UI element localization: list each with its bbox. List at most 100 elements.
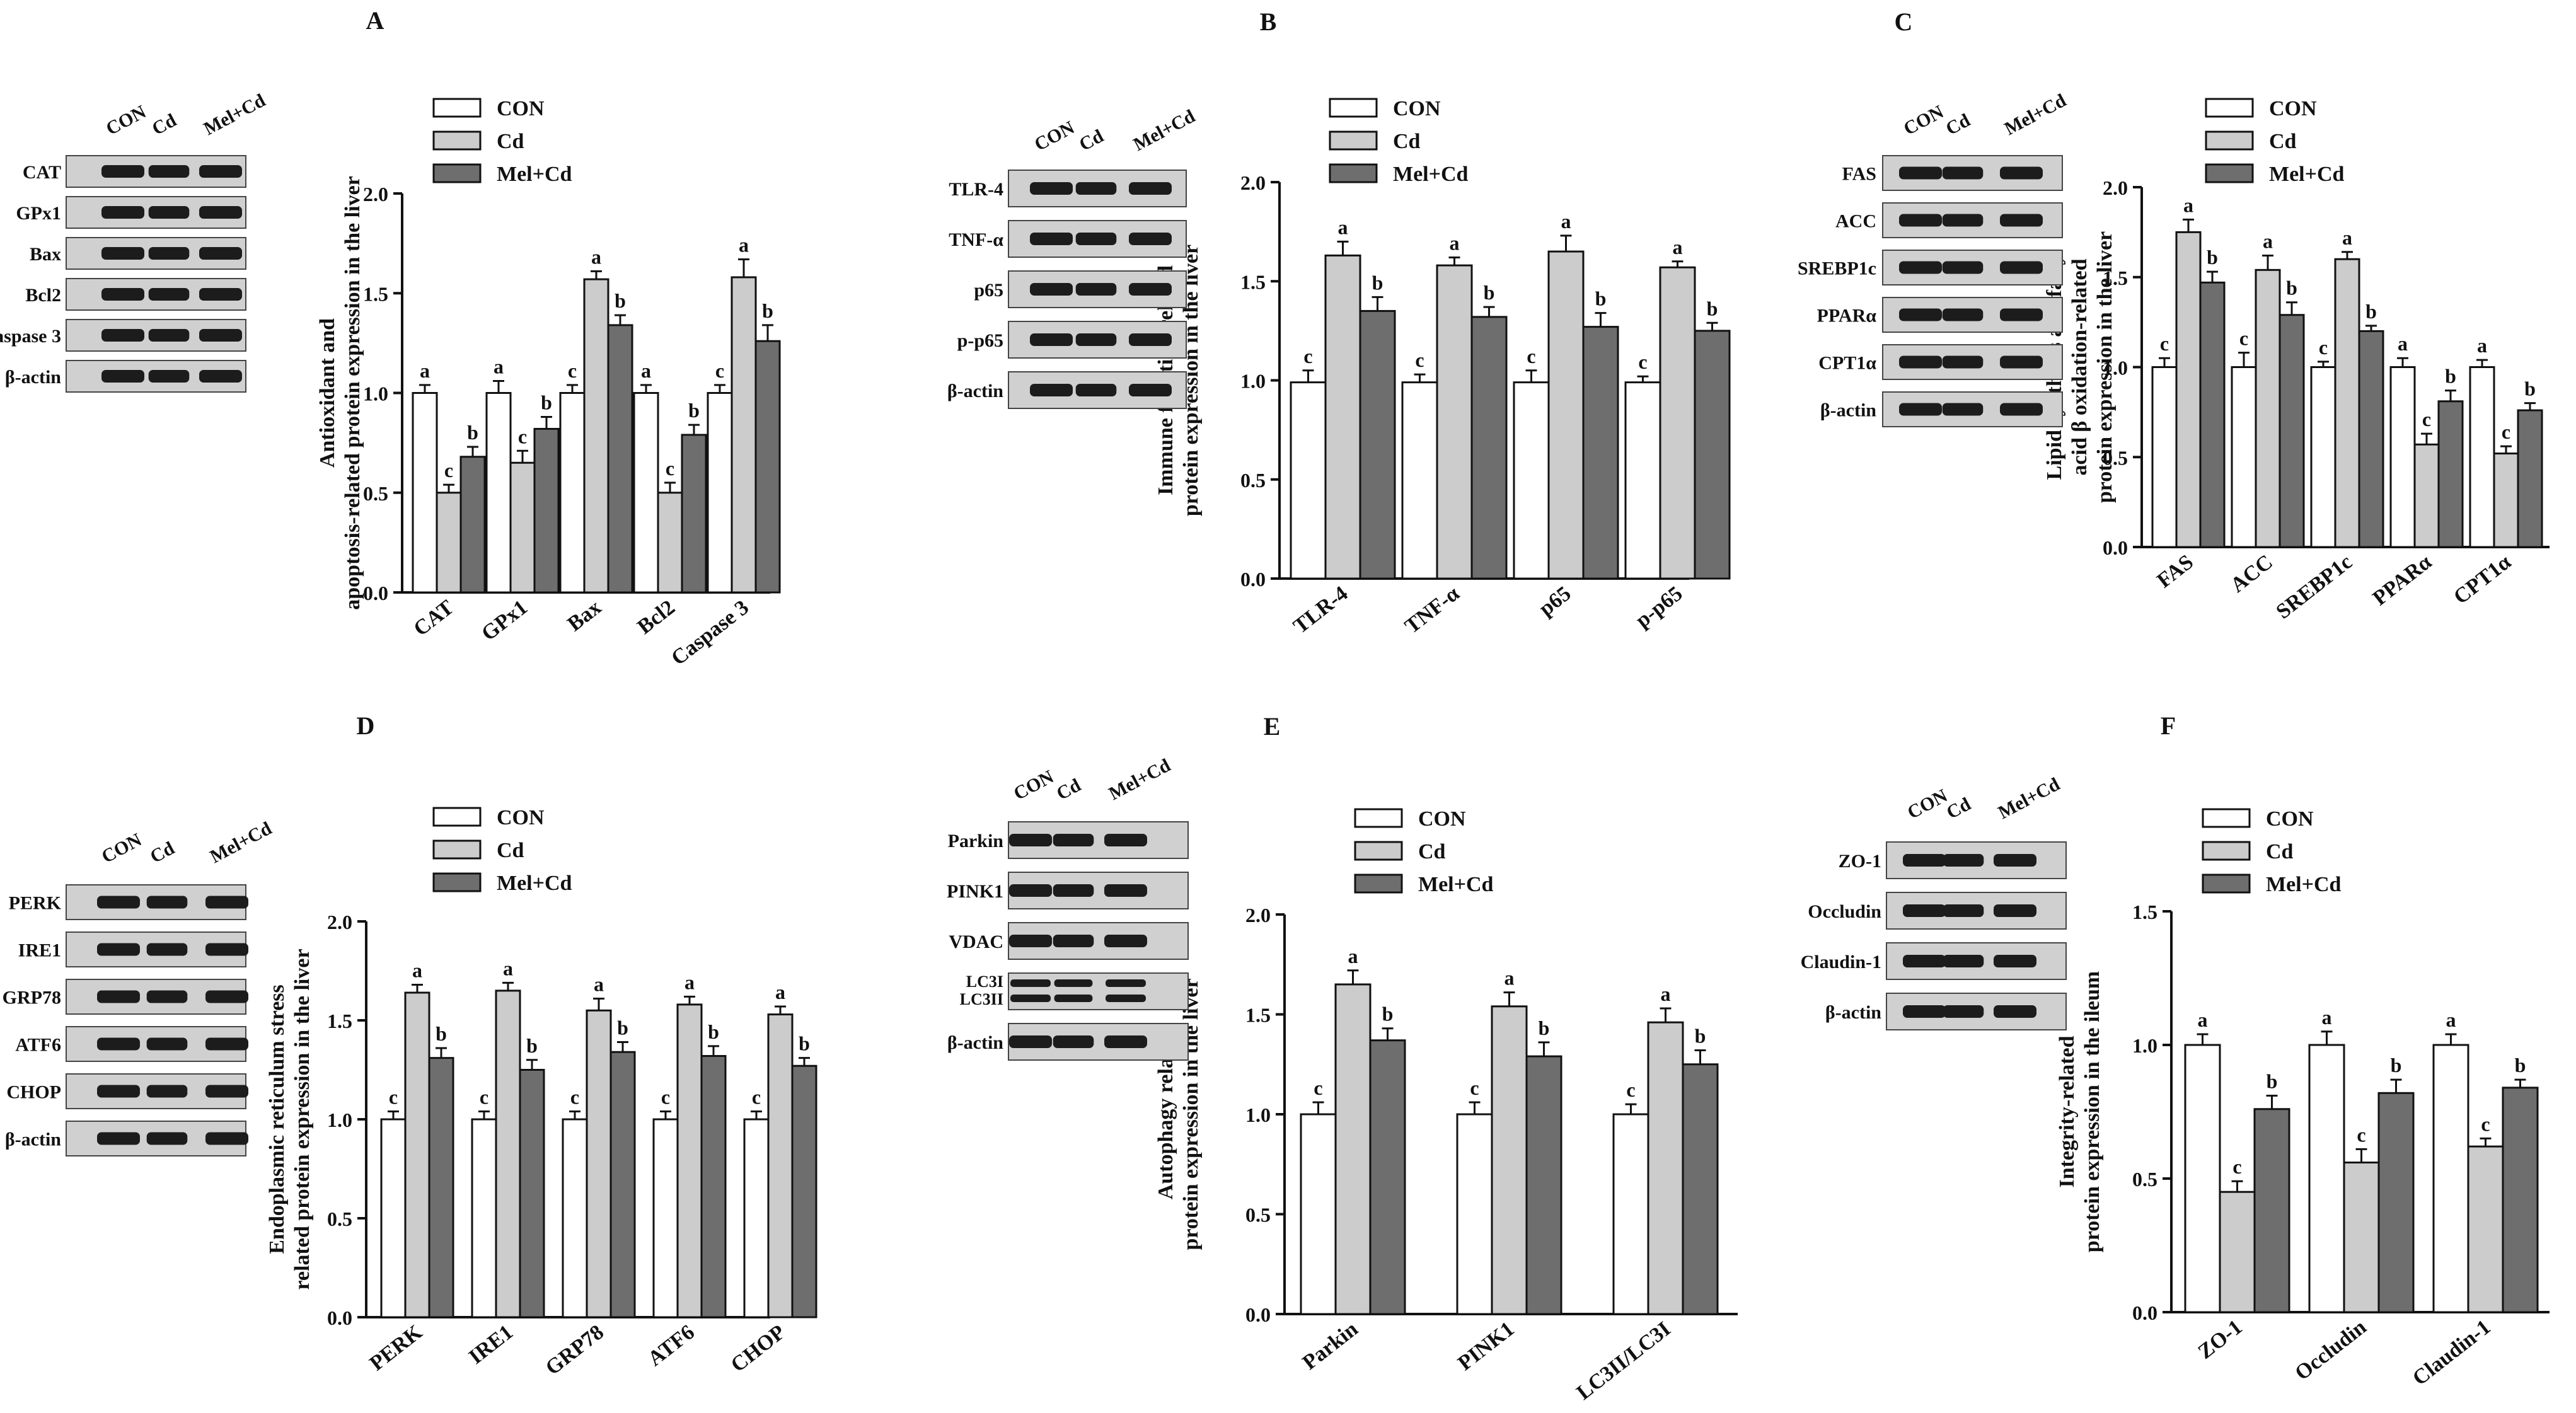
bar-con-1 bbox=[1290, 381, 1327, 580]
blot-band bbox=[101, 288, 144, 301]
significance-letter: a bbox=[1450, 232, 1460, 255]
significance-letter: b bbox=[2445, 365, 2456, 388]
blot-band bbox=[1903, 955, 1946, 967]
blot-band bbox=[146, 1037, 188, 1051]
bar-mel-cd-2 bbox=[519, 1069, 545, 1318]
legend-label: Cd bbox=[497, 839, 524, 862]
y-tick-label: 0.0 bbox=[1240, 568, 1266, 591]
significance-letter: c bbox=[2239, 327, 2248, 350]
blot-band bbox=[1942, 214, 1984, 227]
blot-band bbox=[97, 896, 140, 909]
blot-lane-label: Cd bbox=[1076, 125, 1107, 155]
significance-letter: c bbox=[1314, 1076, 1322, 1099]
significance-letter: c bbox=[1303, 345, 1312, 367]
blot-band bbox=[1010, 979, 1051, 987]
panel-F: F 0.0 0.5 1.0 1.5 Integrity-relatedprotein ex… bbox=[1801, 712, 2550, 1390]
blot-band bbox=[1129, 182, 1172, 195]
blot-row-label: GPx1 bbox=[16, 203, 61, 224]
blot-band bbox=[2000, 261, 2043, 274]
blot-band bbox=[1106, 979, 1146, 987]
blot-row-label: β-actin bbox=[5, 367, 61, 388]
blot-band bbox=[1104, 834, 1147, 846]
blot-band bbox=[1053, 834, 1094, 846]
bar-mel-cd-2 bbox=[1470, 316, 1508, 580]
y-axis-label-line: Integrity-related bbox=[2055, 1035, 2079, 1187]
bar-con-2 bbox=[471, 1118, 497, 1318]
y-tick-label: 0.0 bbox=[2132, 1301, 2157, 1324]
blot-band bbox=[1030, 182, 1073, 195]
significance-letter: b bbox=[1382, 1003, 1394, 1025]
significance-letter: c bbox=[1626, 1078, 1635, 1101]
x-tick-label: FAS bbox=[2153, 550, 2198, 592]
significance-letter: c bbox=[480, 1085, 488, 1108]
significance-letter: a bbox=[2446, 1008, 2456, 1031]
x-tick-label: Caspase 3 bbox=[667, 596, 753, 670]
y-axis-label-line: acid β oxidation-related bbox=[2068, 258, 2091, 475]
blot-band bbox=[146, 1132, 188, 1145]
x-tick-label: GPx1 bbox=[477, 596, 532, 645]
x-tick-label: p65 bbox=[1535, 582, 1575, 621]
legend-swatch bbox=[2205, 130, 2254, 151]
legend-label: Mel+Cd bbox=[497, 163, 572, 186]
blot-band bbox=[146, 990, 188, 1003]
blot-row-label: TLR-4 bbox=[949, 179, 1003, 200]
legend-swatch bbox=[2205, 163, 2254, 183]
bar-con-1 bbox=[2151, 366, 2178, 548]
blot-band bbox=[1053, 935, 1094, 947]
bar-cd-4 bbox=[2413, 443, 2440, 548]
bar-cd-3 bbox=[1647, 1021, 1684, 1315]
blot-band bbox=[1010, 995, 1051, 1002]
significance-letter: a bbox=[1561, 210, 1571, 233]
significance-letter: a bbox=[684, 971, 695, 993]
x-tick-label: CAT bbox=[410, 596, 459, 641]
bar-mel-cd-5 bbox=[754, 340, 781, 594]
blot-band bbox=[1903, 1005, 1946, 1018]
bar-mel-cd-4 bbox=[2437, 400, 2464, 548]
significance-letter: b bbox=[526, 1034, 538, 1057]
y-tick-label: 1.5 bbox=[1240, 270, 1266, 293]
bar-con-1 bbox=[1300, 1113, 1337, 1315]
blot-band bbox=[1104, 1035, 1147, 1048]
blot-row-label: p-p65 bbox=[957, 330, 1003, 351]
significance-letter: a bbox=[594, 972, 604, 995]
y-axis-label-line: Antioxidant and bbox=[316, 318, 339, 468]
significance-letter: b bbox=[1372, 271, 1383, 294]
x-tick-label: PPARα bbox=[2369, 550, 2436, 610]
blot-band bbox=[1009, 1035, 1052, 1048]
bar-cd-1 bbox=[2219, 1191, 2256, 1313]
significance-letter: b bbox=[2524, 378, 2536, 400]
y-axis-label-line: Endoplasmic reticulum stress bbox=[265, 984, 289, 1254]
bar-mel-cd-3 bbox=[1682, 1063, 1719, 1315]
bar-con-3 bbox=[1612, 1113, 1649, 1315]
panel-B: B0.00.51.01.52.0Immune function-relatedp… bbox=[947, 8, 1731, 638]
significance-letter: c bbox=[1470, 1076, 1479, 1099]
x-tick-label: Bax bbox=[563, 596, 605, 636]
significance-letter: a bbox=[2398, 332, 2408, 355]
panel-label: B bbox=[1260, 8, 1277, 36]
significance-letter: b bbox=[467, 421, 478, 444]
bar-mel-cd-1 bbox=[2253, 1108, 2290, 1313]
x-tick-label: Claudin-1 bbox=[2408, 1315, 2495, 1390]
significance-letter: c bbox=[568, 359, 577, 382]
blot-band bbox=[146, 896, 188, 909]
significance-letter: b bbox=[2515, 1054, 2526, 1076]
legend-label: Cd bbox=[2269, 130, 2297, 153]
panel-C: C 0.0 0.5 1.0 1.5 2.0 Lipid synthesis and fatt… bbox=[1798, 8, 2550, 624]
bar-con-4 bbox=[633, 392, 659, 594]
blot-band bbox=[1899, 214, 1942, 227]
blot-lane-label: Cd bbox=[1053, 775, 1085, 804]
x-tick-label: CHOP bbox=[727, 1320, 790, 1377]
x-tick-label: Occludin bbox=[2290, 1315, 2371, 1385]
blot-band bbox=[1075, 233, 1117, 245]
significance-letter: c bbox=[389, 1085, 398, 1108]
blot-row-label: CPT1α bbox=[1818, 353, 1876, 374]
significance-letter: a bbox=[2342, 226, 2352, 249]
blot-band bbox=[101, 329, 144, 342]
bar-cd-2 bbox=[2343, 1162, 2380, 1313]
bar-con-4 bbox=[652, 1118, 679, 1318]
significance-letter: b bbox=[688, 399, 700, 422]
legend-swatch bbox=[432, 807, 482, 827]
blot-band bbox=[1106, 995, 1146, 1002]
y-tick-label: 1.0 bbox=[363, 383, 388, 405]
significance-letter: c bbox=[666, 457, 674, 480]
